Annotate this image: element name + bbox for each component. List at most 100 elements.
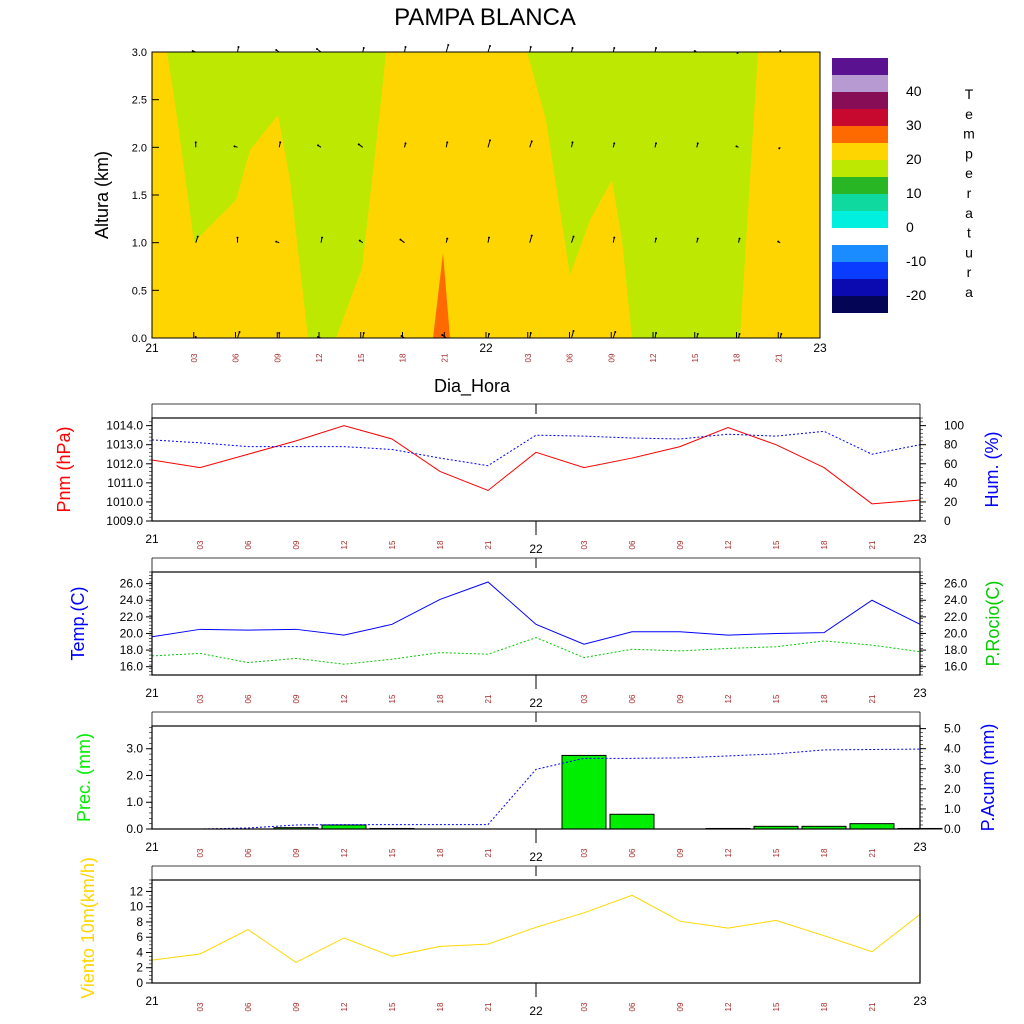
series-line	[151, 637, 921, 665]
colorbar-swatch	[832, 75, 888, 92]
time-tick-label: 12	[724, 1002, 733, 1011]
height-axis-label: Altura (km)	[92, 151, 112, 239]
height-axis-ticks: 0.0 0.5 1.0 1.5 2.0 2.5 3.0	[132, 47, 159, 345]
wind-vector-head	[613, 236, 616, 239]
colorbar-swatch	[832, 58, 888, 75]
time-tick-label: 21	[484, 540, 493, 549]
colorbar-title-letter: r	[967, 185, 972, 201]
right-axis-label: P.Rocio(C)	[983, 581, 1003, 667]
left-tick-label: 3.0	[126, 742, 143, 756]
wind-vector-head	[696, 142, 699, 145]
precip-bar	[609, 813, 655, 830]
wind-vector-head	[237, 46, 240, 48]
time-tick-label: 23	[813, 341, 827, 355]
wind-vector-arrow	[487, 45, 491, 53]
left-tick-label: 2	[136, 961, 143, 975]
colorbar-title-letter: t	[967, 225, 971, 241]
colorbar-label: 40	[906, 83, 922, 99]
left-tick-label: 1012.0	[106, 457, 143, 471]
colorbar-label: 20	[906, 151, 922, 167]
wind-vector-head	[489, 45, 491, 47]
left-tick-label: 26.0	[120, 577, 144, 591]
wind-vector-arrow	[445, 44, 449, 53]
height-tick-label: 1.5	[132, 190, 147, 202]
time-tick-label: 09	[676, 1002, 685, 1011]
wind-vector-head	[735, 145, 738, 148]
time-tick-label: 18	[733, 353, 742, 362]
right-tick-label: 100	[944, 419, 964, 433]
chart-title: PAMPA BLANCA	[394, 4, 576, 31]
wind-vector-head	[446, 141, 449, 144]
time-tick-label: 15	[691, 353, 700, 362]
left-tick-label: 1.0	[126, 795, 143, 809]
left-tick-label: 22.0	[120, 610, 144, 624]
right-tick-label: 60	[944, 457, 958, 471]
time-tick-label: 18	[820, 694, 829, 703]
time-tick-label: 22	[529, 542, 543, 556]
time-tick-label: 12	[340, 848, 349, 857]
precipitation-panel: 3.02.01.00.05.04.03.02.01.00.021 03 06 09 12…	[74, 711, 998, 864]
precip-bar	[561, 754, 607, 830]
wind-vector-arrow	[571, 330, 574, 339]
colorbar-swatch	[832, 262, 888, 279]
time-tick-label: 06	[628, 540, 637, 549]
time-tick-label: 03	[196, 694, 205, 703]
time-tick-label: 15	[388, 1002, 397, 1011]
time-tick-label: 12	[724, 848, 733, 857]
wind-vector-head	[738, 237, 741, 240]
time-tick-label: 22	[529, 850, 543, 864]
wind-vector-head	[321, 236, 323, 239]
panel-frame	[151, 417, 921, 522]
wind-vector-head	[275, 240, 278, 243]
right-tick-label: 0	[944, 514, 951, 528]
left-axis-label: Viento 10m(km/h)	[78, 857, 98, 999]
wind-vector-head	[238, 331, 241, 333]
height-tick-label: 3.0	[132, 47, 147, 59]
time-tick-label: 06	[244, 1002, 253, 1011]
wind-vector-head	[441, 334, 444, 336]
precip-bar	[321, 824, 367, 830]
time-tick-label: 18	[436, 540, 445, 549]
colorbar-label: -10	[906, 253, 926, 269]
colorbar-title-letter: T	[965, 86, 974, 102]
series-line	[151, 430, 921, 467]
colorbar-swatch	[832, 126, 888, 143]
wind-vector-head	[196, 235, 199, 238]
pressure-humidity-panel: 1014.0 1013.0 1012.0 1011.0 1010.0 1009.0 100 8…	[54, 403, 1002, 556]
wind-vector-head	[571, 47, 574, 49]
wind-vector-arrow	[612, 331, 616, 339]
time-tick-label: 09	[292, 848, 301, 857]
time-tick-label: 21	[868, 540, 877, 549]
left-tick-label: 2.0	[126, 768, 143, 782]
wind-vector-head	[696, 237, 699, 240]
left-tick-label: 1009.0	[106, 514, 143, 528]
time-tick-label: 12	[724, 540, 733, 549]
right-tick-label: 80	[944, 438, 958, 452]
colorbar-title-letter: p	[965, 145, 973, 161]
time-tick-label: 03	[196, 540, 205, 549]
time-tick-label: 09	[676, 848, 685, 857]
wind-vector-head	[357, 143, 360, 146]
temperature-dewpoint-panel: 26.0 24.0 22.0 20.0 18.0 16.0 26.0 24.0 22.0 20.0…	[68, 557, 1003, 710]
height-tick-label: 2.5	[132, 95, 147, 107]
time-tick-label: 03	[196, 1002, 205, 1011]
right-tick-label: 18.0	[944, 643, 968, 657]
right-axis-label: P.Acum (mm)	[978, 724, 998, 832]
left-tick-label: 16.0	[120, 660, 144, 674]
time-tick-label: 12	[340, 1002, 349, 1011]
time-tick-label: 09	[273, 353, 282, 362]
height-tick-label: 1.0	[132, 238, 147, 250]
panel-frame	[151, 571, 921, 676]
wind-vector-head	[529, 332, 532, 334]
colorbar-label: 10	[906, 185, 922, 201]
right-tick-label: 40	[944, 476, 958, 490]
time-tick-label: 18	[436, 848, 445, 857]
time-tick-label: 03	[524, 353, 533, 362]
colorbar-title-letter: u	[965, 244, 973, 260]
wind-vector-head	[358, 239, 361, 242]
wind-vector-head	[233, 145, 236, 148]
wind-vector-head	[489, 139, 491, 142]
time-tick-label: 09	[676, 694, 685, 703]
time-tick-label: 12	[724, 694, 733, 703]
